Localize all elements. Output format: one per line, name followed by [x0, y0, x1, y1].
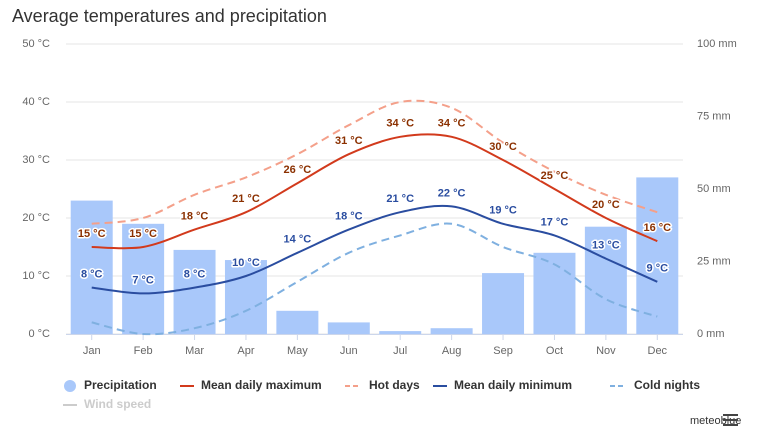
y-tick-label: 40 °C — [22, 96, 50, 108]
bar — [533, 252, 576, 334]
y-tick-label: 0 °C — [28, 328, 50, 340]
bar — [430, 328, 473, 334]
credit: meteoblue — [690, 415, 741, 427]
x-tick-label: May — [287, 345, 308, 357]
data-label: 18 °C — [335, 211, 363, 223]
bar — [173, 249, 216, 334]
bar — [122, 223, 165, 334]
menu-bar — [723, 419, 738, 421]
line — [91, 99, 658, 225]
x-tick-label: Feb — [134, 345, 153, 357]
data-label: 21 °C — [232, 193, 260, 205]
legend-label[interactable]: Mean daily minimum — [454, 378, 572, 392]
y2-tick-label: 100 mm — [697, 38, 737, 50]
data-label: 31 °C — [335, 135, 363, 147]
data-label: 9 °C — [647, 263, 669, 275]
bar — [379, 331, 422, 334]
data-label: 14 °C — [284, 234, 312, 246]
x-tick-label: Jul — [393, 345, 407, 357]
data-label: 18 °C — [181, 211, 209, 223]
data-label: 8 °C — [184, 269, 206, 281]
bar — [224, 260, 267, 334]
x-tick-label: Nov — [596, 345, 616, 357]
menu-bar — [723, 414, 738, 416]
data-label: 10 °C — [232, 257, 260, 269]
data-label: 15 °C — [78, 228, 106, 240]
x-tick-label: Jan — [83, 345, 101, 357]
data-label: 19 °C — [489, 205, 517, 217]
data-label: 26 °C — [284, 164, 312, 176]
bar — [584, 226, 627, 334]
y2-tick-label: 50 mm — [697, 183, 731, 195]
legend-label[interactable]: Precipitation — [84, 378, 157, 392]
data-label: 16 °C — [643, 222, 671, 234]
y2-tick-label: 75 mm — [697, 110, 731, 122]
data-label: 20 °C — [592, 199, 620, 211]
data-label: 25 °C — [541, 170, 569, 182]
data-label: 22 °C — [438, 187, 466, 199]
chart-title: Average temperatures and precipitation — [12, 6, 327, 26]
legend-label[interactable]: Mean daily maximum — [201, 378, 322, 392]
y2-tick-label: 0 mm — [697, 328, 725, 340]
data-label: 34 °C — [438, 118, 466, 130]
line — [91, 222, 658, 336]
x-tick-label: Dec — [648, 345, 668, 357]
x-tick-label: Sep — [493, 345, 513, 357]
bar — [327, 322, 370, 334]
x-tick-label: Jun — [340, 345, 358, 357]
bar — [636, 177, 679, 334]
bar — [70, 200, 113, 334]
y-tick-label: 30 °C — [22, 154, 50, 166]
data-label: 7 °C — [132, 274, 154, 286]
line — [91, 204, 658, 295]
y-tick-label: 20 °C — [22, 212, 50, 224]
x-tick-label: Apr — [237, 345, 254, 357]
data-label: 15 °C — [129, 228, 157, 240]
legend-swatch — [64, 380, 76, 392]
data-label: 13 °C — [592, 240, 620, 252]
y-tick-label: 50 °C — [22, 38, 50, 50]
data-label: 21 °C — [386, 193, 414, 205]
data-label: 34 °C — [386, 118, 414, 130]
data-label: 17 °C — [541, 216, 569, 228]
line — [91, 133, 658, 250]
bar — [276, 310, 319, 334]
menu-bar — [723, 424, 738, 426]
y2-tick-label: 25 mm — [697, 255, 731, 267]
y-tick-label: 10 °C — [22, 270, 50, 282]
x-tick-label: Aug — [442, 345, 462, 357]
data-label: 30 °C — [489, 141, 517, 153]
legend-label[interactable]: Cold nights — [634, 378, 700, 392]
bar — [482, 273, 525, 334]
x-tick-label: Oct — [546, 345, 563, 357]
data-label: 8 °C — [81, 269, 103, 281]
menu-icon[interactable] — [723, 414, 738, 426]
legend-label[interactable]: Wind speed — [84, 397, 151, 411]
x-tick-label: Mar — [185, 345, 204, 357]
legend-label[interactable]: Hot days — [369, 378, 420, 392]
